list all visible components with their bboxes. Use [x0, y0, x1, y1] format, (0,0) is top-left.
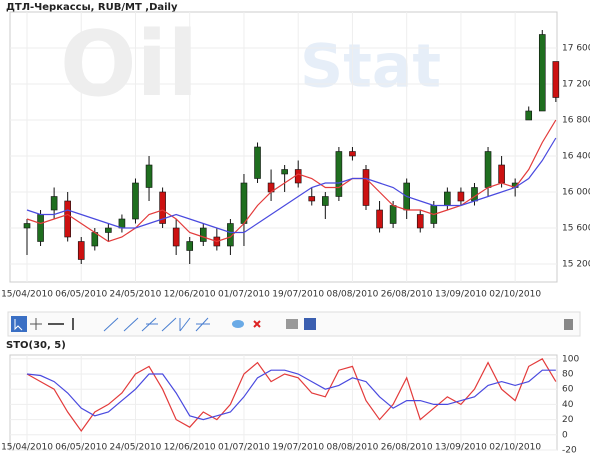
x-tick-label: 12/06/2010 — [164, 443, 216, 453]
candle-body — [294, 169, 302, 184]
y-tick-label: 60 — [562, 385, 574, 395]
candle-body — [145, 164, 153, 188]
candle-body — [498, 164, 505, 184]
candle-body — [50, 196, 58, 211]
tool-save[interactable] — [304, 318, 316, 330]
x-tick-label: 01/07/2010 — [218, 443, 270, 453]
candle-body — [538, 34, 546, 112]
y-tick-label: 0 — [562, 430, 568, 440]
candle-body — [416, 214, 424, 229]
y-tick-label: 20 — [562, 415, 574, 425]
candle-body — [335, 151, 343, 197]
toolbar-icons — [11, 316, 573, 332]
candle-body — [118, 218, 126, 229]
x-tick-label: 19/07/2010 — [272, 290, 324, 300]
candle-body — [186, 241, 194, 251]
candle-body — [105, 227, 112, 233]
x-tick-label: 02/10/2010 — [489, 290, 541, 300]
indicator-line — [26, 119, 557, 243]
y-tick-label: 17 600 — [562, 44, 590, 54]
x-tick-label: 15/04/2010 — [1, 290, 53, 300]
y-tick-label: 15 600 — [562, 224, 590, 234]
x-tick-label: 19/07/2010 — [272, 443, 324, 453]
x-tick-label: 12/06/2010 — [164, 290, 216, 300]
x-tick-label: 08/08/2010 — [327, 290, 379, 300]
candle-body — [281, 169, 288, 175]
indicator-line — [26, 137, 557, 234]
x-tick-label: 26/08/2010 — [381, 290, 433, 300]
y-tick-label: 16 800 — [562, 116, 590, 126]
x-tick-label: 08/08/2010 — [327, 443, 379, 453]
candle-body — [132, 182, 139, 220]
candle-body — [484, 151, 492, 188]
x-tick-label: 26/08/2010 — [381, 443, 433, 453]
x-tick-label: 24/05/2010 — [110, 290, 162, 300]
x-tick-label: 06/05/2010 — [55, 443, 107, 453]
candle-body — [64, 200, 71, 238]
y-tick-label: 40 — [562, 400, 574, 410]
candle-body — [254, 146, 261, 179]
candle-body — [349, 151, 356, 157]
tool-annotation[interactable] — [232, 320, 244, 328]
x-tick-label: 24/05/2010 — [110, 443, 162, 453]
y-tick-label: -20 — [562, 446, 577, 456]
watermark: Stat — [300, 32, 441, 102]
candle-body — [37, 214, 44, 242]
indicator-line — [26, 369, 556, 421]
candle-body — [322, 196, 329, 206]
candle-body — [362, 169, 370, 206]
y-tick-label: 100 — [562, 354, 579, 364]
tool-crosshair[interactable] — [30, 318, 42, 330]
candle-body — [389, 205, 397, 224]
candle-body — [308, 196, 316, 202]
candle-body — [199, 227, 207, 242]
candle-body — [457, 191, 465, 202]
y-tick-label: 17 200 — [562, 80, 590, 90]
candle-body — [77, 241, 85, 260]
candle-body — [471, 187, 478, 202]
y-tick-label: 80 — [562, 370, 574, 380]
indicator-line — [26, 357, 557, 433]
x-tick-label: 06/05/2010 — [55, 290, 107, 300]
x-tick-label: 01/07/2010 — [218, 290, 270, 300]
tool-print[interactable] — [286, 319, 298, 329]
candle-body — [376, 209, 383, 229]
candle-body — [240, 182, 248, 224]
candle-body — [552, 61, 560, 98]
candle-body — [172, 227, 180, 247]
sto-title: STO(30, 5) — [6, 340, 66, 351]
x-tick-label: 15/04/2010 — [1, 443, 53, 453]
tool-delete[interactable] — [253, 320, 261, 328]
candle-body — [159, 191, 166, 224]
chart-title: ДТЛ-Черкассы, RUB/MT ,Daily — [6, 2, 178, 13]
plot-area — [9, 11, 558, 283]
tool-pointer-icon — [14, 319, 23, 331]
watermark: Oil — [60, 12, 198, 117]
x-tick-label: 02/10/2010 — [489, 443, 541, 453]
tool-trendlines[interactable] — [103, 317, 210, 332]
tool-trash[interactable] — [564, 319, 573, 330]
y-tick-label: 16 400 — [562, 152, 590, 162]
tool-pointer[interactable] — [11, 316, 27, 332]
x-tick-label: 13/09/2010 — [435, 290, 487, 300]
y-tick-label: 15 200 — [562, 260, 590, 270]
y-tick-label: 16 000 — [562, 188, 590, 198]
candle-body — [23, 223, 31, 229]
x-tick-label: 13/09/2010 — [435, 443, 487, 453]
candle-body — [525, 110, 533, 121]
candle-body — [444, 191, 451, 206]
